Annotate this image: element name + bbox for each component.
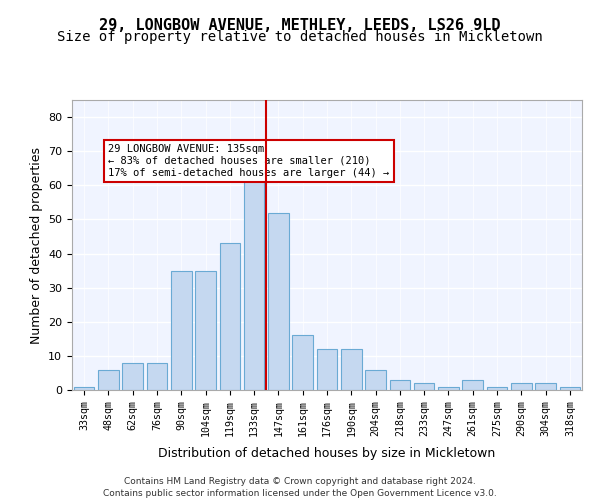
- Bar: [463, 380, 483, 390]
- Bar: [535, 383, 556, 390]
- Bar: [268, 212, 289, 390]
- Bar: [244, 175, 265, 390]
- Bar: [195, 270, 216, 390]
- X-axis label: Distribution of detached houses by size in Mickletown: Distribution of detached houses by size …: [158, 447, 496, 460]
- Text: 29 LONGBOW AVENUE: 135sqm
← 83% of detached houses are smaller (210)
17% of semi: 29 LONGBOW AVENUE: 135sqm ← 83% of detac…: [109, 144, 389, 178]
- Bar: [341, 349, 362, 390]
- Bar: [317, 349, 337, 390]
- Bar: [414, 383, 434, 390]
- Bar: [365, 370, 386, 390]
- Bar: [74, 386, 94, 390]
- Bar: [389, 380, 410, 390]
- Text: Contains HM Land Registry data © Crown copyright and database right 2024.: Contains HM Land Registry data © Crown c…: [124, 478, 476, 486]
- Bar: [146, 362, 167, 390]
- Bar: [220, 244, 240, 390]
- Bar: [171, 270, 191, 390]
- Text: 29, LONGBOW AVENUE, METHLEY, LEEDS, LS26 9LD: 29, LONGBOW AVENUE, METHLEY, LEEDS, LS26…: [99, 18, 501, 32]
- Text: Size of property relative to detached houses in Mickletown: Size of property relative to detached ho…: [57, 30, 543, 44]
- Bar: [292, 336, 313, 390]
- Text: Contains public sector information licensed under the Open Government Licence v3: Contains public sector information licen…: [103, 489, 497, 498]
- Bar: [122, 362, 143, 390]
- Bar: [560, 386, 580, 390]
- Bar: [511, 383, 532, 390]
- Bar: [487, 386, 508, 390]
- Bar: [98, 370, 119, 390]
- Y-axis label: Number of detached properties: Number of detached properties: [29, 146, 43, 344]
- Bar: [438, 386, 459, 390]
